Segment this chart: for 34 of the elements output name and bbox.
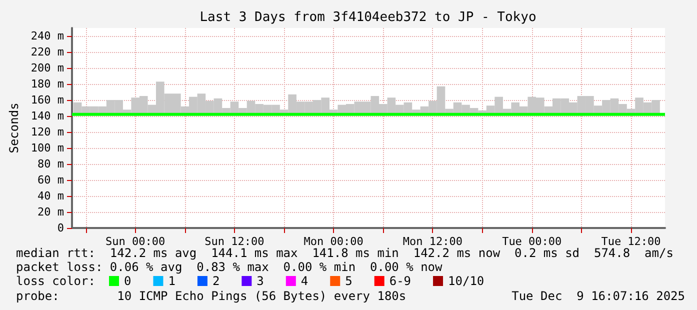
legend-label: 4 [300, 274, 308, 288]
x-tick-label: Tue 00:00 [502, 235, 562, 248]
legend-label: 3 [256, 274, 264, 288]
x-tick-label: Mon 12:00 [402, 235, 463, 248]
legend-title: loss color: [16, 274, 96, 288]
text: Tue Dec 9 16:07:16 2025 [512, 289, 685, 303]
x-tick-label: Sun 12:00 [204, 235, 264, 248]
y-tick-label: 120 m [30, 126, 64, 138]
text: median rtt: 142.2 ms avg 144.1 ms max 141.8 ms min 142.2 ms now 0.2 ms sd 574.8 am/s [16, 246, 674, 260]
x-tick-label: Sun 00:00 [106, 235, 166, 248]
x-tick-label: Tue 12:00 [601, 235, 661, 248]
legend-label: 5 [345, 274, 352, 288]
y-tick-label: 140 m [30, 110, 64, 122]
x-tick-label: Mon 00:00 [304, 235, 364, 248]
legend-label: 1 [168, 274, 176, 288]
text: packet loss: 0.06 % avg 0.83 % max 0.00 % min 0.00 % now [16, 260, 444, 274]
chart-title: Last 3 Days from 3f4104eeb372 to JP - Tokyo [200, 10, 536, 25]
y-tick-label: 180 m [30, 78, 64, 90]
y-tick-label: 80 m [38, 158, 64, 170]
y-tick-label: 0 [57, 222, 64, 234]
y-tick-label: 100 m [30, 142, 64, 154]
legend-label: 6-9 [389, 274, 412, 288]
y-tick-label: 200 m [30, 62, 64, 74]
y-axis-title: Seconds [7, 102, 21, 154]
legend-label: 10/10 [448, 274, 484, 288]
text: probe: 10 ICMP Echo Pings (56 Bytes) every 180s [16, 289, 406, 303]
y-tick-label: 240 m [30, 30, 64, 42]
y-tick-label: 220 m [30, 46, 64, 58]
y-tick-label: 40 m [38, 190, 64, 202]
legend-label: 0 [124, 274, 132, 288]
legend-label: 2 [212, 274, 220, 288]
y-tick-label: 60 m [38, 174, 64, 186]
y-tick-label: 20 m [38, 206, 64, 218]
y-tick-label: 160 m [30, 94, 64, 106]
